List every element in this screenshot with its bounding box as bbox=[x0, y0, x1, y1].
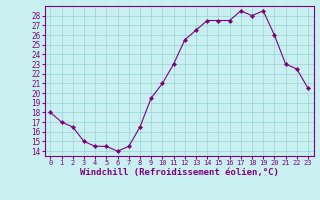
X-axis label: Windchill (Refroidissement éolien,°C): Windchill (Refroidissement éolien,°C) bbox=[80, 168, 279, 177]
